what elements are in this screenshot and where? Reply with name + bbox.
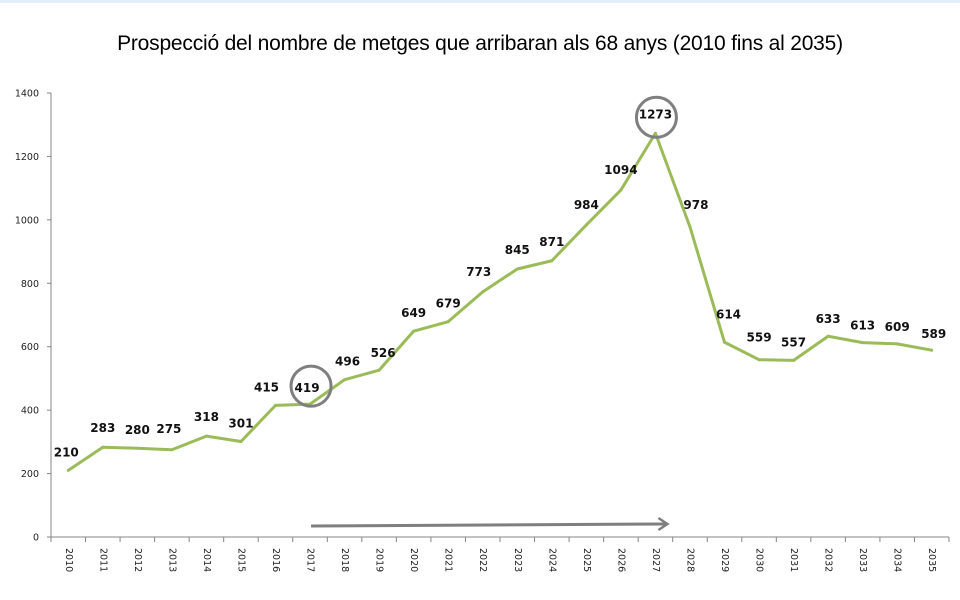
data-point <box>101 445 105 449</box>
x-tick-label: 2030 <box>754 548 765 572</box>
x-tick-label: 2027 <box>650 548 661 572</box>
data-point <box>723 340 726 344</box>
x-tick-label: 2020 <box>408 548 419 572</box>
data-label: 978 <box>683 198 708 212</box>
data-point <box>412 329 416 333</box>
x-tick-label: 2014 <box>201 548 212 572</box>
x-tick-label: 2010 <box>63 548 74 572</box>
highlight-circle <box>289 364 333 408</box>
data-label: 557 <box>781 335 806 349</box>
x-tick-label: 2033 <box>857 548 868 572</box>
x-tick-label: 2023 <box>512 548 523 572</box>
data-label: 773 <box>466 265 491 279</box>
y-tick-label: 0 <box>33 533 39 544</box>
trend-arrow-head <box>657 516 670 532</box>
x-tick-label: 2011 <box>97 548 108 572</box>
data-label: 1273 <box>639 107 672 121</box>
data-point <box>204 434 208 438</box>
data-label: 283 <box>90 421 115 435</box>
x-tick-label: 2017 <box>305 548 316 572</box>
top-border <box>0 0 960 3</box>
y-tick-label: 600 <box>21 342 39 353</box>
data-point <box>170 448 174 452</box>
data-label: 609 <box>885 320 910 334</box>
x-tick-label: 2016 <box>270 548 281 572</box>
data-label: 845 <box>505 243 530 257</box>
y-tick-label: 800 <box>21 279 39 290</box>
data-label: 614 <box>716 307 741 321</box>
data-point <box>584 223 588 227</box>
x-tick-label: 2034 <box>892 548 903 572</box>
data-label: 210 <box>54 445 79 459</box>
y-tick-label: 1400 <box>15 89 39 100</box>
highlight-circle <box>634 95 678 139</box>
data-point <box>481 290 485 294</box>
data-point <box>619 188 623 192</box>
annotations <box>289 95 678 532</box>
data-label: 415 <box>254 380 279 394</box>
data-label: 589 <box>921 327 946 341</box>
x-tick-label: 2015 <box>235 548 246 572</box>
data-label: 280 <box>125 423 150 437</box>
x-tick-label: 2032 <box>823 548 834 572</box>
data-label: 419 <box>295 381 320 395</box>
data-label: 301 <box>228 417 253 431</box>
y-tick-label: 1000 <box>15 215 39 226</box>
data-point <box>515 267 519 271</box>
data-point <box>826 334 830 338</box>
data-point <box>861 341 865 345</box>
data-label: 526 <box>371 346 396 360</box>
x-tick-label: 2021 <box>443 548 454 572</box>
data-label: 984 <box>574 198 599 212</box>
data-point <box>343 378 347 382</box>
data-label: 613 <box>850 319 875 333</box>
data-point <box>550 259 554 263</box>
x-tick-label: 2024 <box>546 548 557 572</box>
x-tick-label: 2029 <box>719 548 730 572</box>
data-label: 871 <box>539 235 564 249</box>
data-point <box>688 225 692 229</box>
x-tick-label: 2026 <box>615 548 626 572</box>
data-point <box>274 403 277 407</box>
data-point <box>653 131 657 135</box>
data-point <box>239 440 243 444</box>
data-label: 318 <box>194 410 219 424</box>
y-tick-label: 400 <box>21 406 39 417</box>
trend-arrow-shaft <box>311 522 668 528</box>
data-label: 559 <box>747 331 772 345</box>
series-group <box>66 131 934 472</box>
data-point <box>446 320 450 324</box>
data-label: 649 <box>401 306 426 320</box>
data-label: 1094 <box>604 163 637 177</box>
y-tick-label: 200 <box>21 469 39 480</box>
chart-title: Prospecció del nombre de metges que arri… <box>117 32 843 55</box>
data-point <box>757 358 761 362</box>
data-labels: 210 283 280 275 318 301 415 419 496 526 649 679 773 8… <box>54 107 947 459</box>
x-tick-label: 2022 <box>477 548 488 572</box>
data-label: 679 <box>436 297 461 311</box>
data-point <box>135 446 139 450</box>
data-point <box>895 342 899 346</box>
data-point <box>66 468 70 472</box>
data-point <box>792 358 796 362</box>
x-tick-label: 2013 <box>166 548 177 572</box>
x-tick-label: 2025 <box>581 548 592 572</box>
data-point <box>930 348 934 352</box>
data-label: 275 <box>156 422 181 436</box>
x-tick-label: 2012 <box>132 548 143 572</box>
x-tick-label: 2028 <box>684 548 695 572</box>
x-tick-label: 2035 <box>926 548 937 572</box>
series-line <box>67 131 933 472</box>
x-tick-label: 2031 <box>788 548 799 572</box>
y-axis-ticks: 0 200 400 600 800 1000 1200 1400 <box>15 89 51 544</box>
x-axis-ticks: 2010 2011 2012 2013 2014 2015 2016 2017 2018 2019… <box>50 537 950 572</box>
x-tick-label: 2018 <box>339 548 350 572</box>
data-label: 633 <box>816 312 841 326</box>
data-point <box>377 368 381 372</box>
data-label: 496 <box>335 355 360 369</box>
axes <box>50 93 949 538</box>
y-tick-label: 1200 <box>15 152 39 163</box>
x-tick-label: 2019 <box>374 548 385 572</box>
